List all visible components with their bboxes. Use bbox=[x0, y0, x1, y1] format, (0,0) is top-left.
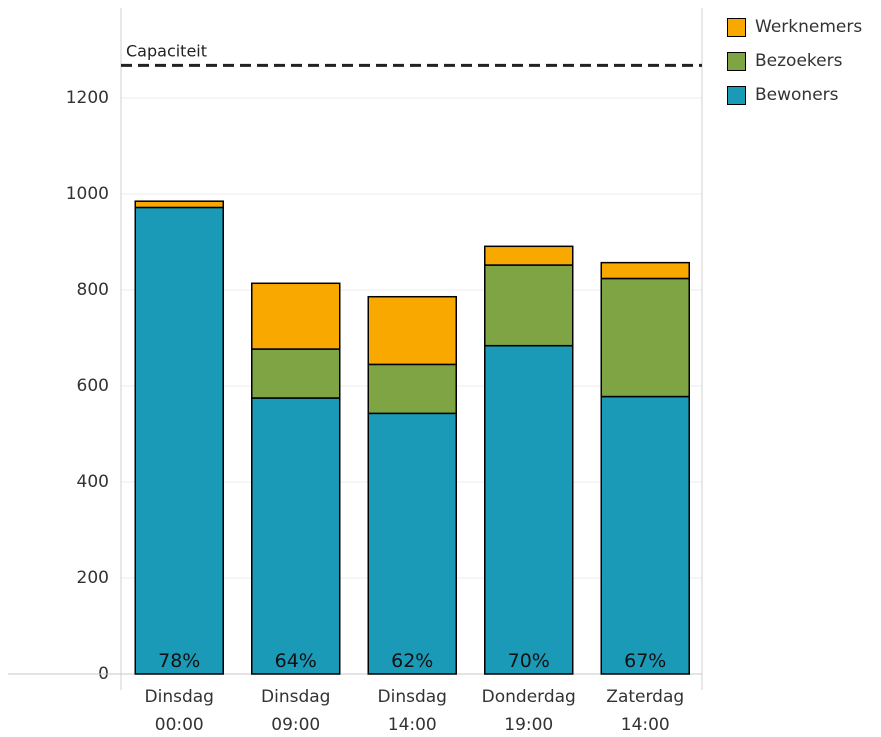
x-tick-label: Zaterdag bbox=[606, 687, 684, 707]
y-tick-label: 1000 bbox=[66, 184, 109, 204]
y-tick-label: 400 bbox=[77, 472, 109, 492]
y-tick-label: 600 bbox=[77, 376, 109, 396]
bar-percent-label: 70% bbox=[508, 650, 550, 672]
legend-item-werknemers: Werknemers bbox=[727, 10, 862, 44]
x-tick-label: 14:00 bbox=[388, 715, 437, 735]
bar-segment-werknemers bbox=[600, 261, 690, 280]
bar-segment-bewoners bbox=[367, 412, 457, 675]
bar-segment-bezoekers bbox=[484, 264, 574, 347]
bar-segment-bewoners bbox=[134, 206, 224, 675]
labels: 78% Dinsdag 00:00 64% Dinsdag 09:00 62% Dinsdag… bbox=[145, 650, 685, 735]
y-tick-label: 200 bbox=[77, 568, 109, 588]
legend: Werknemers Bezoekers Bewoners bbox=[727, 10, 862, 112]
legend-label: Werknemers bbox=[755, 17, 863, 37]
bar-segment-bewoners bbox=[600, 395, 690, 675]
legend-label: Bewoners bbox=[755, 85, 839, 105]
bar-segment-werknemers bbox=[484, 245, 574, 266]
bar-segment-werknemers bbox=[134, 200, 224, 209]
legend-swatch bbox=[727, 17, 746, 37]
bar-percent-label: 62% bbox=[391, 650, 433, 672]
x-tick-label: Dinsdag bbox=[378, 687, 447, 707]
legend-swatch bbox=[727, 85, 746, 105]
legend-item-bezoekers: Bezoekers bbox=[727, 44, 862, 78]
bar-segment-bezoekers bbox=[251, 348, 341, 399]
bar-segment-bewoners bbox=[484, 344, 574, 675]
bar-segment-bewoners bbox=[251, 397, 341, 675]
bar-segment-werknemers bbox=[367, 295, 457, 366]
bar-percent-label: 78% bbox=[158, 650, 200, 672]
bars bbox=[134, 200, 690, 675]
capacity-label: Capaciteit bbox=[126, 41, 207, 60]
x-tick-label: 14:00 bbox=[621, 715, 670, 735]
legend-swatch bbox=[727, 51, 746, 71]
bar-segment-werknemers bbox=[251, 282, 341, 350]
bar-segment-bezoekers bbox=[600, 277, 690, 398]
x-tick-label: Donderdag bbox=[482, 687, 576, 707]
bar-segment-bezoekers bbox=[367, 363, 457, 415]
legend-item-bewoners: Bewoners bbox=[727, 78, 862, 112]
x-tick-label: Dinsdag bbox=[145, 687, 214, 707]
bar-percent-label: 67% bbox=[624, 650, 666, 672]
y-tick-label: 800 bbox=[77, 280, 109, 300]
x-tick-label: 09:00 bbox=[271, 715, 320, 735]
x-tick-label: 19:00 bbox=[504, 715, 553, 735]
x-tick-label: Dinsdag bbox=[261, 687, 330, 707]
y-tick-label: 1200 bbox=[66, 88, 109, 108]
capacity-line-group: Capaciteit bbox=[121, 41, 702, 67]
legend-label: Bezoekers bbox=[755, 51, 843, 71]
bar-percent-label: 64% bbox=[275, 650, 317, 672]
x-tick-label: 00:00 bbox=[155, 715, 204, 735]
